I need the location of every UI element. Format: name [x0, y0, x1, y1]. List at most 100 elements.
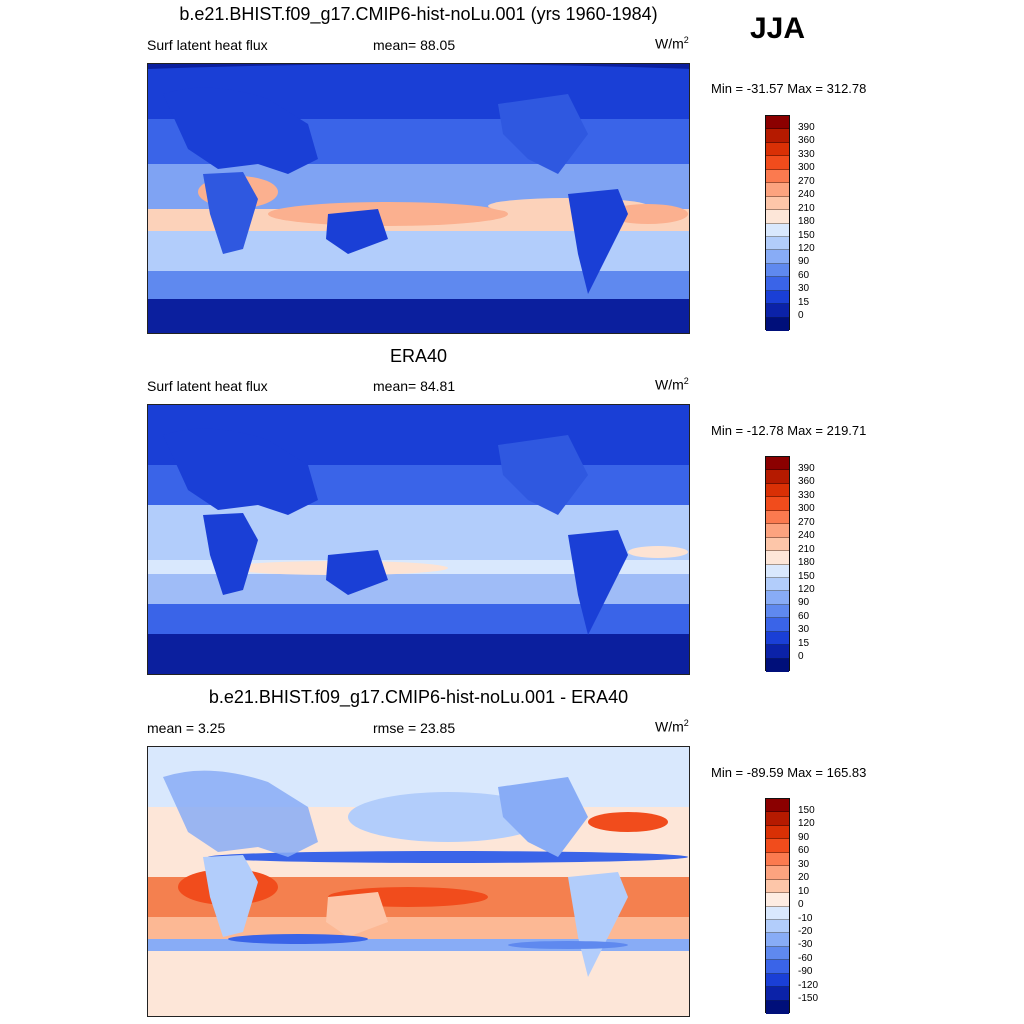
colorbar-swatch: [766, 812, 789, 826]
colorbar-tick-label: 390: [798, 122, 815, 133]
panel2-units: W/m2: [655, 376, 689, 393]
colorbar-tick-label: -10: [798, 912, 813, 924]
panel1-colorbar: [765, 115, 790, 331]
colorbar-tick-label: 30: [798, 283, 810, 295]
panel3-title: b.e21.BHIST.f09_g17.CMIP6-hist-noLu.001 …: [208, 687, 629, 707]
colorbar-tick-label: 60: [798, 610, 810, 622]
colorbar-swatch: [766, 156, 789, 170]
colorbar-tick-label: 20: [798, 872, 810, 884]
panel3-rmse-label: rmse = 23.85: [373, 720, 456, 736]
colorbar-tick-label: -20: [798, 925, 813, 937]
colorbar-swatch: [766, 852, 789, 867]
colorbar-tick-label: 30: [798, 858, 810, 870]
panel1-minmax: Min = -31.57 Max = 312.78: [711, 81, 867, 96]
colorbar-swatch: [766, 1000, 789, 1014]
colorbar-swatch: [766, 116, 789, 130]
panel3-map: [147, 746, 690, 1017]
panel2-map: [147, 404, 690, 675]
colorbar-swatch: [766, 893, 789, 907]
panel3-minmax: Min = -89.59 Max = 165.83: [711, 765, 867, 780]
colorbar-swatch: [766, 946, 789, 961]
colorbar-tick-label: 120: [798, 583, 815, 595]
panel3-mean-label: mean = 3.25: [147, 720, 226, 736]
colorbar-swatch: [766, 250, 789, 264]
colorbar-swatch: [766, 933, 789, 947]
colorbar-tick-label: 300: [798, 503, 815, 515]
colorbar-swatch: [766, 866, 789, 880]
colorbar-tick-label: 0: [798, 310, 804, 322]
colorbar-tick-label: 180: [798, 216, 815, 228]
colorbar-swatch: [766, 290, 789, 305]
panel1-variable-label: Surf latent heat flux: [147, 37, 268, 53]
colorbar-swatch: [766, 960, 789, 974]
colorbar-swatch: [766, 919, 789, 934]
colorbar-swatch: [766, 470, 789, 484]
colorbar-swatch: [766, 906, 789, 920]
colorbar-swatch: [766, 263, 789, 278]
colorbar-swatch: [766, 457, 789, 471]
colorbar-swatch: [766, 223, 789, 237]
colorbar-tick-label: 180: [798, 557, 815, 569]
colorbar-swatch: [766, 879, 789, 894]
colorbar-tick-label: -150: [798, 993, 819, 1005]
colorbar-tick-label: 240: [798, 530, 815, 542]
colorbar-swatch: [766, 825, 789, 840]
colorbar-swatch: [766, 973, 789, 988]
colorbar-swatch: [766, 537, 789, 552]
colorbar-tick-label: 30: [798, 624, 810, 636]
colorbar-swatch: [766, 304, 789, 318]
colorbar-swatch: [766, 210, 789, 224]
colorbar-swatch: [766, 591, 789, 605]
colorbar-tick-label: 300: [798, 162, 815, 174]
colorbar-swatch: [766, 169, 789, 184]
colorbar-swatch: [766, 524, 789, 538]
colorbar-tick-label: 150: [798, 805, 815, 816]
colorbar-tick-label: 0: [798, 899, 804, 911]
panel2-mean-label: mean= 84.81: [373, 378, 456, 394]
panel1-mean-label: mean= 88.05: [373, 37, 456, 53]
panel1-title: b.e21.BHIST.f09_g17.CMIP6-hist-noLu.001 …: [179, 4, 658, 24]
panel2-variable-label: Surf latent heat flux: [147, 378, 268, 394]
panel2-title: ERA40: [389, 346, 448, 366]
colorbar-swatch: [766, 564, 789, 578]
colorbar-swatch: [766, 658, 789, 672]
colorbar-tick-label: 360: [798, 135, 815, 147]
colorbar-swatch: [766, 236, 789, 251]
colorbar-tick-label: -90: [798, 966, 813, 978]
colorbar-tick-label: 210: [798, 202, 815, 214]
colorbar-tick-label: -30: [798, 939, 813, 951]
colorbar-tick-label: 240: [798, 189, 815, 201]
colorbar-tick-label: -120: [798, 979, 819, 991]
colorbar-swatch: [766, 142, 789, 157]
colorbar-swatch: [766, 483, 789, 498]
colorbar-swatch: [766, 604, 789, 619]
colorbar-tick-label: 360: [798, 476, 815, 488]
panel3-units: W/m2: [655, 718, 689, 735]
colorbar-swatch: [766, 317, 789, 331]
colorbar-tick-label: 150: [798, 229, 815, 241]
colorbar-swatch: [766, 987, 789, 1001]
colorbar-tick-label: 330: [798, 489, 815, 501]
panel1-map: [147, 63, 690, 334]
panel2-colorbar: [765, 456, 790, 672]
colorbar-tick-label: 150: [798, 570, 815, 582]
panel3-colorbar: [765, 798, 790, 1014]
colorbar-tick-label: 60: [798, 269, 810, 281]
colorbar-swatch: [766, 510, 789, 525]
colorbar-tick-label: 90: [798, 597, 810, 609]
colorbar-tick-label: 270: [798, 175, 815, 187]
colorbar-tick-label: 120: [798, 242, 815, 254]
colorbar-tick-label: 15: [798, 637, 810, 649]
colorbar-swatch: [766, 277, 789, 291]
colorbar-tick-label: 330: [798, 148, 815, 160]
colorbar-swatch: [766, 497, 789, 511]
colorbar-swatch: [766, 183, 789, 197]
panel2-minmax: Min = -12.78 Max = 219.71: [711, 423, 867, 438]
colorbar-swatch: [766, 645, 789, 659]
colorbar-swatch: [766, 618, 789, 632]
colorbar-tick-label: 15: [798, 296, 810, 308]
colorbar-tick-label: 270: [798, 516, 815, 528]
colorbar-tick-label: 0: [798, 651, 804, 663]
colorbar-swatch: [766, 129, 789, 143]
colorbar-tick-label: 120: [798, 818, 815, 830]
